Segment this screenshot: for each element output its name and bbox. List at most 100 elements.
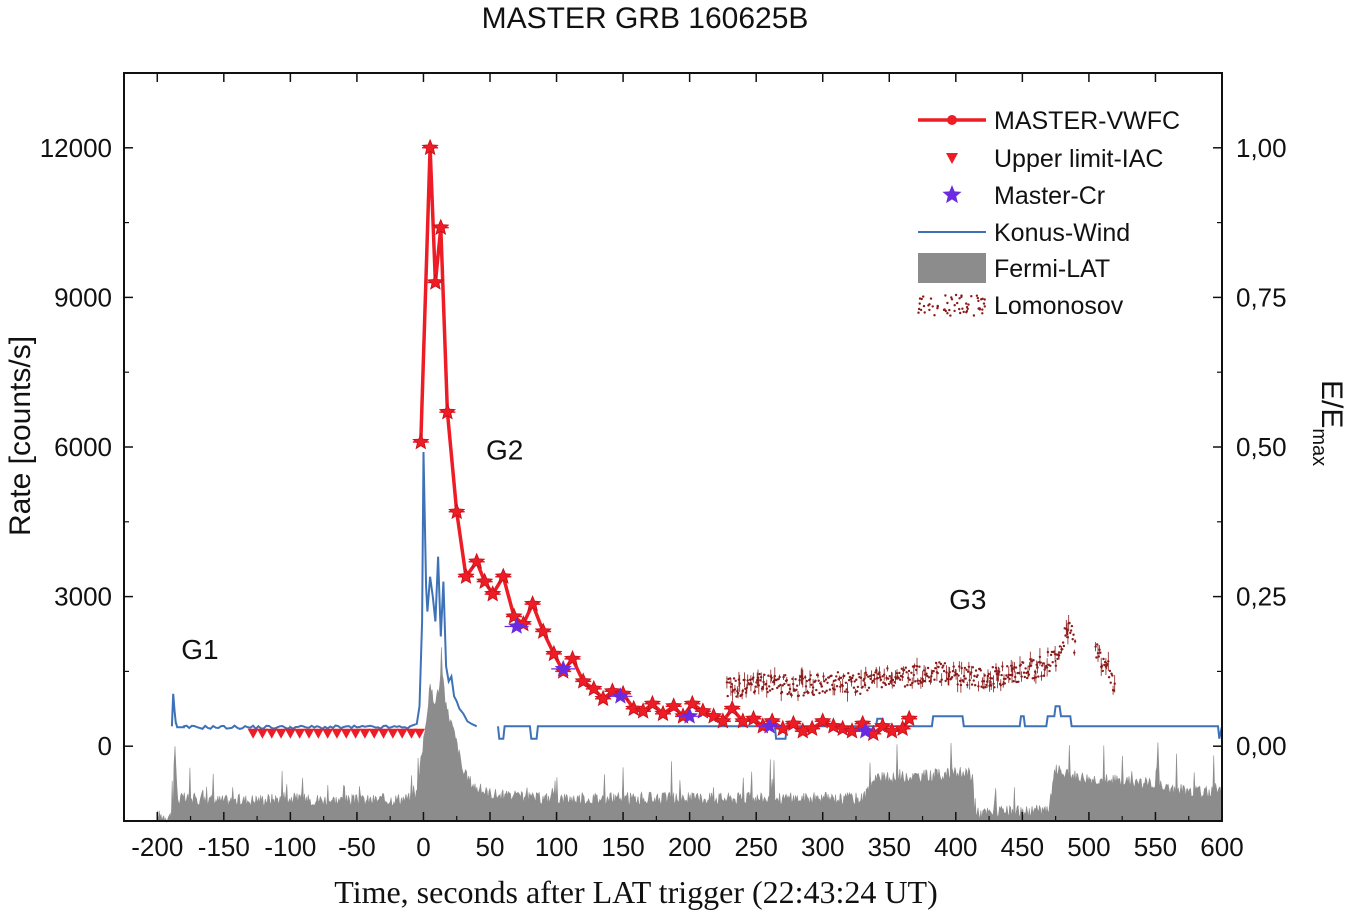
lomonosov-point [783,682,786,686]
lomonosov-point [955,672,959,676]
lomonosov-point [1062,644,1066,648]
lomonosov-point [766,690,769,694]
lomonosov-point [843,674,846,678]
legend-label: Lomonosov [994,292,1124,320]
x-tick-label: 450 [1001,832,1044,862]
legend-swatch-lomonosov-point [972,314,976,317]
y2-tick-label: 1,00 [1236,133,1287,163]
lomonosov-point [888,675,891,678]
master-vwfc-point [643,694,661,712]
lomonosov-point [910,671,913,674]
y2-tick-label: 0,00 [1236,731,1287,761]
x-tick-label: 400 [934,832,977,862]
lomonosov-point [827,676,831,679]
lomonosov-point [898,671,901,675]
legend-swatch-lomonosov-point [917,307,921,311]
lomonosov-point [918,665,921,668]
lomonosov-point [835,675,838,678]
lomonosov-point [891,678,895,682]
legend-swatch-fermi [918,253,986,283]
lomonosov-point [1003,682,1006,685]
master-vwfc-point [426,273,444,290]
master-cr-point [611,687,629,704]
x-tick-label: 250 [734,832,777,862]
lomonosov-point [787,683,790,687]
master-vwfc-point [448,502,466,520]
y2-axis-label-sub: max [1308,428,1330,466]
legend-swatch-lomonosov-point [936,307,939,310]
lomonosov-point [927,676,931,679]
master-cr-point [554,659,572,677]
lomonosov-point [983,674,986,677]
lomonosov-point [803,691,806,694]
legend-swatch-lomonosov-point [946,301,949,305]
lomonosov-point [855,678,858,681]
master-vwfc-point [803,719,821,737]
lomonosov-point [934,667,937,670]
legend-swatch-lomonosov-point [960,295,963,299]
lomonosov-point [786,692,789,696]
svg-text:E/Emax: E/Emax [1308,380,1348,466]
lomonosov-point [1022,661,1025,664]
lomonosov-point [887,682,891,686]
lomonosov-point [984,686,987,689]
legend-swatch-lomonosov-point [943,308,946,311]
upper-limit-point [256,728,268,739]
legend-swatch-lomonosov-point [983,305,986,308]
lomonosov-point [851,676,854,680]
lomonosov-point [881,675,884,678]
legend-label: Konus-Wind [994,219,1130,247]
upper-limit-layer [247,728,425,739]
konus-wind-layer [170,451,1223,740]
legend-swatch-lomonosov-point [966,307,969,311]
lomonosov-point [857,672,860,676]
lomonosov-point [797,694,800,697]
lomonosov-point [937,665,940,669]
fermi-lat-layer [157,647,1223,823]
lomonosov-point [879,678,883,681]
legend-swatch-lomonosov-point [919,308,923,312]
lomonosov-point [938,661,941,664]
lomonosov-point [1041,662,1045,665]
legend-swatch-lomonosov-point [982,302,986,305]
lomonosov-point [847,672,850,675]
lomonosov-point [942,664,945,667]
lomonosov-point [925,672,928,675]
lomonosov-point [843,690,847,693]
upper-limit-point [359,728,371,739]
master-cr-point [681,707,699,724]
legend-swatch-lomonosov-point [929,297,933,300]
konus-wind-line [497,705,1223,740]
master-vwfc-point [412,432,430,450]
upper-limit-point [312,728,324,739]
lomonosov-point [763,673,766,676]
legend-swatch-lomonosov-point [946,312,949,315]
master-cr-point [508,617,526,634]
y-tick-label: 12000 [40,133,112,163]
lomonosov-point [942,669,946,673]
lomonosov-point [884,683,887,687]
master-vwfc-point [654,704,672,722]
master-cr-point [760,717,779,734]
lomonosov-point [1029,664,1033,667]
lomonosov-point [807,691,810,694]
lomonosov-point [1051,661,1054,664]
lomonosov-point [836,671,840,674]
lomonosov-point [728,681,731,684]
lomonosov-point [973,674,976,678]
lomonosov-point [795,688,798,691]
legend-swatch-lomonosov-point [917,311,920,314]
lomonosov-point [754,685,757,688]
lomonosov-point [1006,665,1009,668]
legend-swatch-lomonosov-point [959,311,962,315]
lomonosov-point [892,684,895,687]
lomonosov-point [991,666,994,669]
master-vwfc-point [563,649,582,667]
lomonosov-point [917,682,920,685]
legend-swatch-lomonosov-point [977,299,980,303]
legend-label: Fermi-LAT [994,255,1110,283]
legend-swatch-lomonosov-point [944,294,947,297]
lomonosov-point [871,679,875,683]
lomonosov-point [780,690,784,694]
